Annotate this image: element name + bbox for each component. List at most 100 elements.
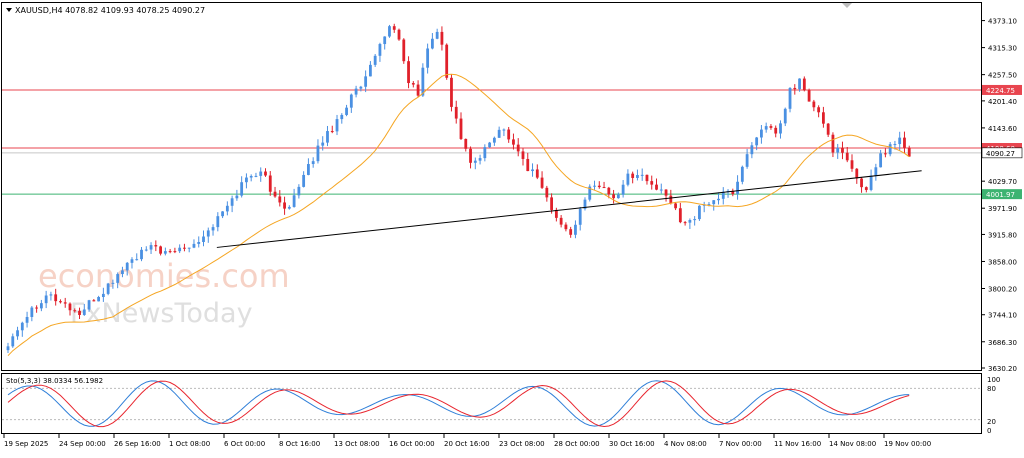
candle-body [354,88,358,95]
candle-body [802,78,806,91]
oscillator-panel-frame [1,373,982,434]
candle-body [750,145,754,155]
candle-body [159,246,162,254]
candle-body [302,174,306,187]
x-tick-label: 14 Nov 08:00 [829,440,876,448]
candle-body [497,129,501,138]
candle-body [807,90,811,102]
candle-body [488,142,492,148]
candle-body [235,195,239,199]
candle-body [311,161,315,165]
candle-body [125,262,129,271]
candle-body [597,185,601,188]
y-tick-label: 3630.20 [988,365,1017,373]
candle-body [87,300,91,310]
candle-body [292,195,296,207]
candle-body [340,114,344,120]
candle-body [249,175,253,178]
candle-body [593,185,596,187]
x-tick-label: 23 Oct 08:00 [499,440,545,448]
candle-body [78,310,81,315]
x-tick-label: 1 Oct 08:00 [169,440,210,448]
candle-body [183,247,186,249]
dropdown-icon[interactable] [6,8,12,12]
candle-body [316,145,320,162]
candle-body [669,195,673,204]
osc-level-80: 80 [987,385,996,393]
candle-body [698,205,701,220]
candle-body [321,142,325,146]
candle-body [430,38,434,49]
candle-body [330,131,334,133]
candle-body [774,127,778,134]
candle-body [163,251,167,254]
stochastic-main-line [7,380,910,428]
candle-body [788,87,792,109]
candle-body [860,178,863,188]
candle-body [574,224,577,235]
candle-body [535,169,539,178]
y-tick-label: 4143.60 [988,125,1017,133]
candle-body [707,204,711,206]
candle-body [688,220,692,223]
y-tick-label: 3915.80 [988,231,1017,239]
candle-body [197,241,201,244]
candle-body [144,249,148,251]
candle-body [783,108,787,124]
candle-body [664,189,668,196]
candle-body [841,147,844,153]
candle-body [516,144,520,152]
candle-body [173,251,177,253]
candle-body [349,94,353,108]
candle-body [683,222,687,224]
symbol-header: XAUUSD,H4 4078.82 4109.93 4078.25 4090.2… [15,6,205,15]
moving-average-line [7,73,910,357]
candle-body [149,245,153,250]
candle-body [502,129,506,131]
candle-body [211,227,215,231]
candle-body [245,177,248,183]
candle-body [111,282,115,284]
candle-body [273,191,277,197]
watermark-economies: economies.com [38,257,290,295]
candle-body [545,187,549,198]
candle-body [6,346,10,351]
candle-body [307,164,310,175]
candle-body [168,251,172,253]
y-tick-label: 3744.10 [988,312,1017,320]
candle-body [364,76,368,87]
candle-body [578,208,582,225]
candle-body [888,144,892,155]
candle-body [616,194,620,199]
candle-body [187,247,191,249]
candle-body [621,184,625,195]
x-tick-label: 26 Sep 16:00 [114,440,161,448]
candle-body [49,294,53,296]
candle-body [655,184,658,190]
candle-body [864,187,868,190]
candle-body [240,182,244,196]
candle-body [202,236,205,242]
candle-body [521,151,525,159]
candle-body [383,36,387,45]
candle-body [411,83,415,85]
candle-body [674,203,677,209]
candle-body [392,26,396,30]
x-tick-label: 13 Oct 08:00 [334,440,380,448]
candle-body [140,249,143,260]
x-tick-label: 11 Nov 16:00 [774,440,821,448]
candle-body [73,310,77,312]
x-tick-label: 19 Nov 00:00 [884,440,931,448]
x-tick-label: 20 Oct 16:00 [444,440,490,448]
y-tick-label: 4201.40 [988,98,1017,106]
candle-body [564,224,568,230]
candle-body [106,283,110,294]
candle-body [483,147,487,159]
candle-body [898,137,902,145]
candle-body [345,107,348,115]
candle-body [650,181,654,185]
candle-body [812,101,816,108]
candle-body [426,48,430,68]
support-trendline [216,170,922,248]
candle-body [16,330,19,337]
